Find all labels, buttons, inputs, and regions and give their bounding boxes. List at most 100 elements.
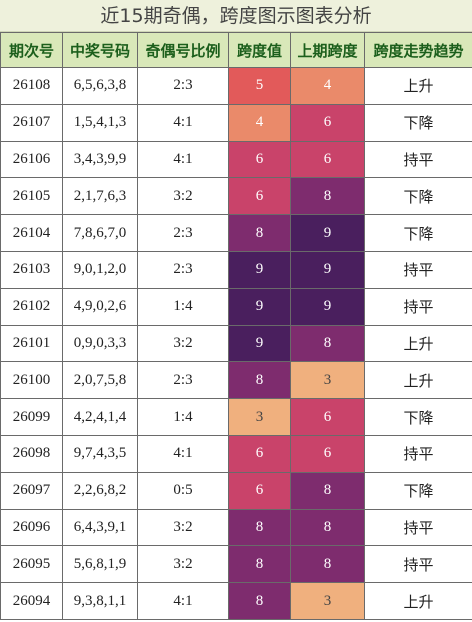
- span-cell: 8: [228, 545, 291, 584]
- ratio-cell: 3:2: [137, 324, 229, 363]
- table-row: 26099 4,2,4,1,4 1:4 3 6 下降: [0, 398, 472, 436]
- trend-cell: 下降: [364, 471, 472, 510]
- prev-span-cell: 8: [290, 545, 365, 584]
- table-row: 26094 9,3,8,1,1 4:1 8 3 上升: [0, 582, 472, 620]
- numbers-cell: 9,3,8,1,1: [62, 582, 138, 620]
- span-cell: 3: [228, 398, 291, 436]
- table-row: 26105 2,1,7,6,3 3:2 6 8 下降: [0, 177, 472, 216]
- span-cell: 6: [228, 434, 291, 473]
- numbers-cell: 4,9,0,2,6: [62, 287, 138, 326]
- ratio-cell: 2:3: [137, 361, 229, 400]
- ratio-cell: 3:2: [137, 177, 229, 216]
- numbers-cell: 9,7,4,3,5: [62, 434, 138, 473]
- header-period: 期次号: [0, 32, 63, 68]
- span-analysis-table: 期次号 中奖号码 奇偶号比例 跨度值 上期跨度 跨度走势趋势 26108 6,5,…: [0, 32, 472, 620]
- header-span: 跨度值: [228, 32, 291, 68]
- trend-cell: 持平: [364, 545, 472, 584]
- span-cell: 4: [228, 103, 291, 142]
- prev-span-cell: 6: [290, 398, 365, 436]
- table-row: 26095 5,6,8,1,9 3:2 8 8 持平: [0, 545, 472, 584]
- numbers-cell: 7,8,6,7,0: [62, 214, 138, 252]
- span-cell: 8: [228, 214, 291, 252]
- prev-span-cell: 8: [290, 508, 365, 547]
- header-trend: 跨度走势趋势: [364, 32, 472, 68]
- period-cell: 26098: [0, 434, 63, 473]
- period-cell: 26094: [0, 582, 63, 620]
- table-row: 26101 0,9,0,3,3 3:2 9 8 上升: [0, 324, 472, 363]
- period-cell: 26101: [0, 324, 63, 363]
- period-cell: 26108: [0, 67, 63, 105]
- table-row: 26103 9,0,1,2,0 2:3 9 9 持平: [0, 250, 472, 289]
- ratio-cell: 0:5: [137, 471, 229, 510]
- header-odd-even-ratio: 奇偶号比例: [137, 32, 229, 68]
- trend-cell: 上升: [364, 361, 472, 400]
- header-prev-span: 上期跨度: [290, 32, 365, 68]
- prev-span-cell: 6: [290, 103, 365, 142]
- numbers-cell: 1,5,4,1,3: [62, 103, 138, 142]
- trend-cell: 上升: [364, 67, 472, 105]
- prev-span-cell: 4: [290, 67, 365, 105]
- span-cell: 6: [228, 140, 291, 179]
- period-cell: 26102: [0, 287, 63, 326]
- numbers-cell: 6,4,3,9,1: [62, 508, 138, 547]
- trend-cell: 下降: [364, 103, 472, 142]
- ratio-cell: 2:3: [137, 67, 229, 105]
- ratio-cell: 2:3: [137, 214, 229, 252]
- trend-cell: 持平: [364, 434, 472, 473]
- period-cell: 26097: [0, 471, 63, 510]
- table-row: 26106 3,4,3,9,9 4:1 6 6 持平: [0, 140, 472, 179]
- table-row: 26108 6,5,6,3,8 2:3 5 4 上升: [0, 67, 472, 105]
- period-cell: 26095: [0, 545, 63, 584]
- prev-span-cell: 6: [290, 434, 365, 473]
- period-cell: 26100: [0, 361, 63, 400]
- span-cell: 8: [228, 361, 291, 400]
- trend-cell: 上升: [364, 582, 472, 620]
- numbers-cell: 9,0,1,2,0: [62, 250, 138, 289]
- trend-cell: 持平: [364, 140, 472, 179]
- span-cell: 8: [228, 508, 291, 547]
- period-cell: 26104: [0, 214, 63, 252]
- span-cell: 6: [228, 177, 291, 216]
- ratio-cell: 3:2: [137, 545, 229, 584]
- period-cell: 26107: [0, 103, 63, 142]
- ratio-cell: 4:1: [137, 103, 229, 142]
- ratio-cell: 4:1: [137, 582, 229, 620]
- prev-span-cell: 3: [290, 582, 365, 620]
- table-row: 26107 1,5,4,1,3 4:1 4 6 下降: [0, 103, 472, 142]
- trend-cell: 下降: [364, 398, 472, 436]
- ratio-cell: 4:1: [137, 140, 229, 179]
- span-cell: 6: [228, 471, 291, 510]
- prev-span-cell: 3: [290, 361, 365, 400]
- span-cell: 9: [228, 250, 291, 289]
- trend-cell: 持平: [364, 508, 472, 547]
- numbers-cell: 2,2,6,8,2: [62, 471, 138, 510]
- numbers-cell: 5,6,8,1,9: [62, 545, 138, 584]
- prev-span-cell: 6: [290, 140, 365, 179]
- table-row: 26104 7,8,6,7,0 2:3 8 9 下降: [0, 214, 472, 252]
- ratio-cell: 2:3: [137, 250, 229, 289]
- period-cell: 26096: [0, 508, 63, 547]
- numbers-cell: 2,1,7,6,3: [62, 177, 138, 216]
- period-cell: 26105: [0, 177, 63, 216]
- ratio-cell: 1:4: [137, 398, 229, 436]
- numbers-cell: 6,5,6,3,8: [62, 67, 138, 105]
- period-cell: 26099: [0, 398, 63, 436]
- span-cell: 5: [228, 67, 291, 105]
- trend-cell: 上升: [364, 324, 472, 363]
- span-cell: 9: [228, 287, 291, 326]
- table-row: 26096 6,4,3,9,1 3:2 8 8 持平: [0, 508, 472, 547]
- table-header-row: 期次号 中奖号码 奇偶号比例 跨度值 上期跨度 跨度走势趋势: [0, 32, 472, 68]
- prev-span-cell: 8: [290, 471, 365, 510]
- trend-cell: 下降: [364, 214, 472, 252]
- numbers-cell: 2,0,7,5,8: [62, 361, 138, 400]
- table-row: 26100 2,0,7,5,8 2:3 8 3 上升: [0, 361, 472, 400]
- table-row: 26102 4,9,0,2,6 1:4 9 9 持平: [0, 287, 472, 326]
- prev-span-cell: 8: [290, 177, 365, 216]
- trend-cell: 持平: [364, 250, 472, 289]
- span-cell: 8: [228, 582, 291, 620]
- table-body: 26108 6,5,6,3,8 2:3 5 4 上升 26107 1,5,4,1,3 4:1 4 6…: [0, 67, 472, 620]
- numbers-cell: 4,2,4,1,4: [62, 398, 138, 436]
- trend-cell: 持平: [364, 287, 472, 326]
- span-cell: 9: [228, 324, 291, 363]
